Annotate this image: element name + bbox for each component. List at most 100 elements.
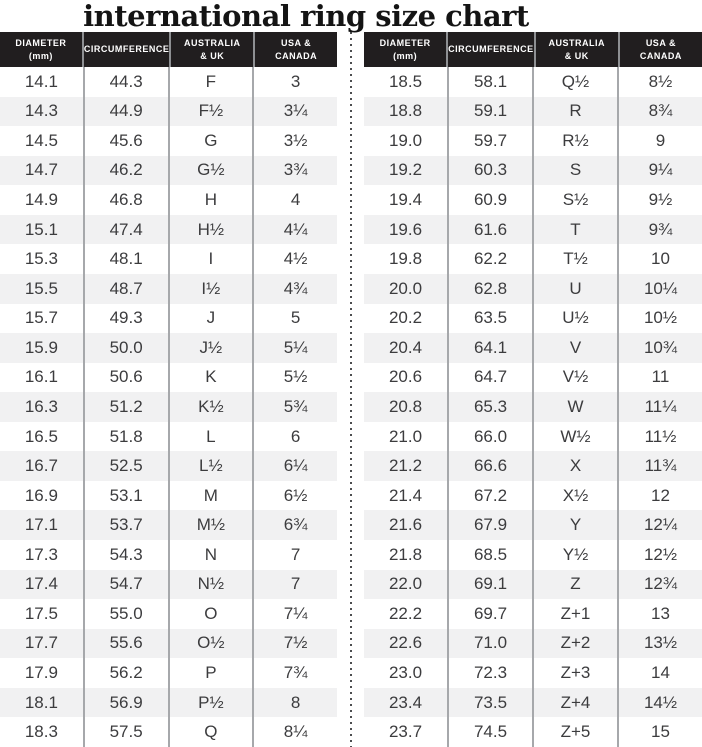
header-label: DIAMETER xyxy=(15,38,67,49)
table-cell: Y½ xyxy=(532,540,617,570)
table-row: 14.1 44.3 F 3 xyxy=(0,67,337,97)
table-cell: 4¾ xyxy=(252,273,337,304)
table-cell: 16.5 xyxy=(24,426,58,446)
table-cell: 67.2 xyxy=(447,480,532,511)
table-cell: 10¼ xyxy=(617,273,702,304)
table-cell: Z+4 xyxy=(532,687,617,718)
table-cell: 63.5 xyxy=(447,303,532,334)
table-cell: 13 xyxy=(617,599,702,629)
table-cell: 54.3 xyxy=(82,540,168,570)
table-cell: 6¾ xyxy=(252,510,337,540)
table-cell: 23.0 xyxy=(388,663,423,683)
header-diameter: DIAMETER (mm) xyxy=(0,32,82,67)
table-cell: 64.7 xyxy=(447,362,532,393)
table-cell: 46.8 xyxy=(82,185,168,215)
header-circumference: CIRCUMFERENCE xyxy=(81,32,170,67)
table-row: 20.2 63.5 U½ 10½ xyxy=(364,303,702,334)
table-row: 22.6 71.0 Z+2 13½ xyxy=(364,628,702,659)
table-row: 18.3 57.5 Q 8¼ xyxy=(0,717,337,747)
header-usa-canada: USA & CANADA xyxy=(253,32,337,67)
table-cell: 4½ xyxy=(252,244,337,274)
table-cell: Z+2 xyxy=(532,628,617,659)
table-cell: F xyxy=(167,67,253,97)
table-cell: 44.9 xyxy=(82,96,168,127)
table-cell: N½ xyxy=(167,569,253,600)
table-cell: 5 xyxy=(252,303,337,334)
table-cell: 62.2 xyxy=(447,244,532,274)
table-cell: 17.9 xyxy=(24,663,58,683)
table-cell: 71.0 xyxy=(447,628,532,659)
table-row: 21.4 67.2 X½ 12 xyxy=(364,480,702,511)
header-label: CANADA xyxy=(639,50,682,61)
table-cell: X xyxy=(532,451,617,481)
table-cell: K½ xyxy=(167,392,253,422)
table-cell: 15 xyxy=(617,717,702,747)
table-cell: 16.7 xyxy=(24,456,58,476)
table-cell: 57.5 xyxy=(82,717,168,747)
table-cell: 6 xyxy=(252,421,337,452)
table-cell: 9 xyxy=(617,126,702,156)
table-cell: L½ xyxy=(167,451,253,481)
table-cell: 10 xyxy=(617,244,702,274)
table-cell: 14.7 xyxy=(24,160,58,180)
table-cell: 73.5 xyxy=(447,687,532,718)
table-cell: 20.2 xyxy=(388,308,423,328)
table-cell: 15.7 xyxy=(24,308,58,328)
table-cell: Y xyxy=(532,510,617,540)
table-row: 22.2 69.7 Z+1 13 xyxy=(364,599,702,629)
table-cell: 69.1 xyxy=(447,569,532,600)
header-australia-uk: AUSTRALIA & UK xyxy=(169,32,254,67)
table-cell: 3¼ xyxy=(252,96,337,127)
table-cell: 20.6 xyxy=(388,367,423,387)
table-cell: T½ xyxy=(532,244,617,274)
table-cell: 49.3 xyxy=(82,303,168,334)
table-cell: 21.2 xyxy=(388,456,423,476)
table-cell: R½ xyxy=(532,126,617,156)
table-cell: Z+1 xyxy=(532,599,617,629)
table-cell: 14½ xyxy=(617,687,702,718)
table-cell: 4¼ xyxy=(252,214,337,245)
table-cell: 53.7 xyxy=(82,510,168,540)
table-cell: 5¼ xyxy=(252,333,337,363)
table-cell: M½ xyxy=(167,510,253,540)
table-cell: 12¾ xyxy=(617,569,702,600)
table-cell: 55.0 xyxy=(82,599,168,629)
table-cell: 52.5 xyxy=(82,451,168,481)
table-row: 17.4 54.7 N½ 7 xyxy=(0,569,337,600)
header-label: CANADA xyxy=(275,50,318,61)
table-cell: 6¼ xyxy=(252,451,337,481)
table-cell: U½ xyxy=(532,303,617,334)
table-row: 19.0 59.7 R½ 9 xyxy=(364,126,702,156)
table-header-row: DIAMETER (mm) CIRCUMFERENCE AUSTRALIA & … xyxy=(0,32,337,67)
table-row: 19.4 60.9 S½ 9½ xyxy=(364,185,702,215)
table-cell: 9½ xyxy=(617,185,702,215)
table-cell: 19.4 xyxy=(388,190,423,210)
table-cell: N xyxy=(167,540,253,570)
table-cell: 20.0 xyxy=(388,278,423,298)
table-cell: 64.1 xyxy=(447,333,532,363)
table-cell: J½ xyxy=(167,333,253,363)
table-row: 19.8 62.2 T½ 10 xyxy=(364,244,702,274)
table-cell: 53.1 xyxy=(82,480,168,511)
table-row: 15.9 50.0 J½ 5¼ xyxy=(0,333,337,363)
table-cell: 72.3 xyxy=(447,658,532,688)
table-cell: 17.1 xyxy=(24,515,58,535)
table-cell: 9¼ xyxy=(617,155,702,186)
header-label: DIAMETER xyxy=(379,38,431,49)
table-cell: 14.5 xyxy=(24,130,58,150)
table-cell: 21.6 xyxy=(388,515,423,535)
table-cell: 7½ xyxy=(252,628,337,659)
table-row: 20.0 62.8 U 10¼ xyxy=(364,273,702,304)
ring-size-table-left: DIAMETER (mm) CIRCUMFERENCE AUSTRALIA & … xyxy=(0,32,337,747)
table-cell: W xyxy=(532,392,617,422)
table-cell: 59.1 xyxy=(447,96,532,127)
table-cell: 67.9 xyxy=(447,510,532,540)
table-cell: 13½ xyxy=(617,628,702,659)
table-cell: 11¼ xyxy=(617,392,702,422)
table-cell: 65.3 xyxy=(447,392,532,422)
table-cell: 51.2 xyxy=(82,392,168,422)
header-circumference: CIRCUMFERENCE xyxy=(446,32,534,67)
table-cell: 19.0 xyxy=(388,130,423,150)
table-cell: 22.0 xyxy=(388,574,423,594)
